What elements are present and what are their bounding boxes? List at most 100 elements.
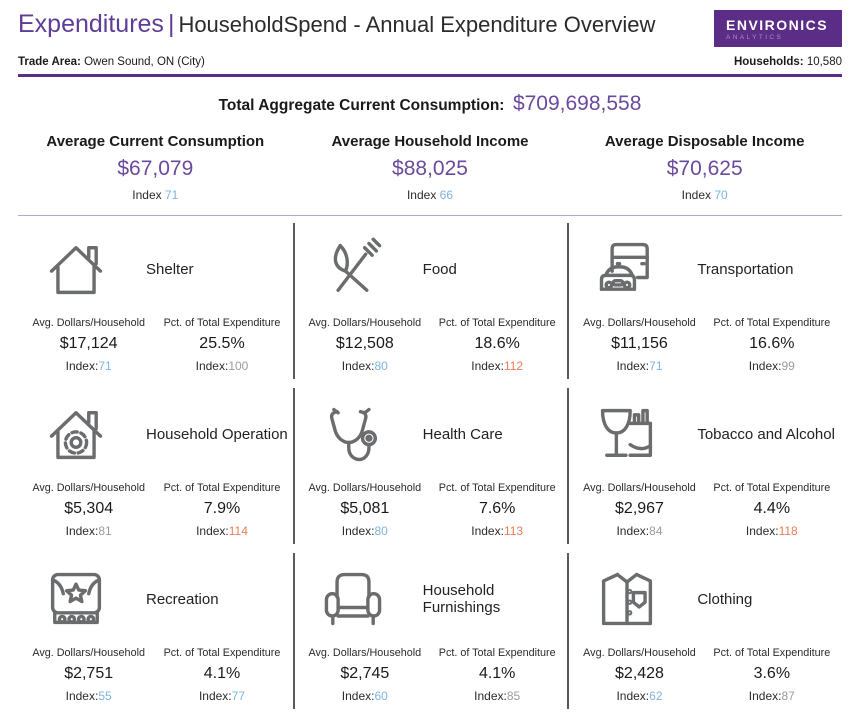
pct-expenditure-value: 4.1% xyxy=(203,665,241,682)
avg-dollars-value: $5,304 xyxy=(64,500,114,517)
category-header: Household Operation xyxy=(22,394,289,474)
pct-expenditure-index: Index:77 xyxy=(198,689,246,703)
avg-dollars-value: $12,508 xyxy=(335,335,394,352)
aggregate-consumption-value: $709,698,558 xyxy=(512,92,642,115)
pct-expenditure-index-value: 114 xyxy=(228,524,248,538)
category-header: Food xyxy=(299,229,564,309)
summary-stat-label: Average Disposable Income xyxy=(604,133,805,150)
pct-expenditure-block: Pct. of Total Expenditure 4.1% Index:77 xyxy=(155,647,288,703)
summary-stat-index-value: 71 xyxy=(165,188,179,202)
pct-expenditure-value: 25.5% xyxy=(199,335,245,352)
stats-divider xyxy=(18,215,842,216)
pct-expenditure-index-value: 118 xyxy=(778,524,798,538)
avg-dollars-index-value: 71 xyxy=(98,359,112,373)
avg-dollars-label: Avg. Dollars/Household xyxy=(583,647,696,659)
pct-expenditure-label: Pct. of Total Expenditure xyxy=(713,482,831,494)
pct-expenditure-index-value: 100 xyxy=(228,359,249,373)
households-value: 10,580 xyxy=(806,56,842,68)
category-stats: Avg. Dollars/Household $12,508 Index:80 … xyxy=(299,317,564,373)
avg-dollars-block: Avg. Dollars/Household $12,508 Index:80 xyxy=(299,317,431,373)
category-cell: Transportation Avg. Dollars/Household $1… xyxy=(567,223,842,379)
avg-dollars-value: $5,081 xyxy=(340,500,390,517)
avg-dollars-index-value: 55 xyxy=(98,689,112,703)
avg-dollars-index: Index:80 xyxy=(341,524,388,538)
cutlery-icon xyxy=(319,235,387,303)
summary-stat-index: Index 70 xyxy=(681,188,728,202)
aggregate-consumption-label: Total Aggregate Current Consumption: xyxy=(218,97,505,114)
households-label: Households: xyxy=(733,56,804,68)
avg-dollars-index-value: 60 xyxy=(374,689,388,703)
page-title: Expenditures | HouseholdSpend - Annual Exp… xyxy=(18,10,655,39)
avg-dollars-label: Avg. Dollars/Household xyxy=(308,647,422,659)
category-stats: Avg. Dollars/Household $2,751 Index:55 P… xyxy=(22,647,289,703)
avg-dollars-index: Index:71 xyxy=(65,359,112,373)
page-title-report-name: HouseholdSpend - Annual Expenditure Over… xyxy=(178,12,656,37)
category-header: Health Care xyxy=(299,394,564,474)
trade-area: Trade Area: Owen Sound, ON (City) xyxy=(18,56,205,68)
header: Expenditures | HouseholdSpend - Annual Exp… xyxy=(18,0,842,47)
category-name: Clothing xyxy=(697,590,753,608)
avg-dollars-index: Index:84 xyxy=(616,524,663,538)
avg-dollars-label: Avg. Dollars/Household xyxy=(32,482,145,494)
summary-stat-index-value: 66 xyxy=(439,188,454,202)
category-name: Food xyxy=(422,260,457,278)
pct-expenditure-index: Index:85 xyxy=(474,689,521,703)
category-stats: Avg. Dollars/Household $11,156 Index:71 … xyxy=(573,317,838,373)
summary-stat-value: $67,079 xyxy=(117,157,194,180)
category-cell: Food Avg. Dollars/Household $12,508 Inde… xyxy=(292,223,568,379)
avg-dollars-index: Index:60 xyxy=(341,689,388,703)
pct-expenditure-value: 7.9% xyxy=(203,500,241,517)
avg-dollars-index: Index:62 xyxy=(616,689,663,703)
avg-dollars-index-value: 80 xyxy=(374,524,388,538)
category-name: Household Operation xyxy=(146,425,288,443)
avg-dollars-label: Avg. Dollars/Household xyxy=(583,317,696,329)
stethoscope-icon xyxy=(319,400,387,468)
pct-expenditure-label: Pct. of Total Expenditure xyxy=(713,317,831,329)
category-stats: Avg. Dollars/Household $2,745 Index:60 P… xyxy=(299,647,564,703)
avg-dollars-index: Index:80 xyxy=(341,359,388,373)
category-name: Tobacco and Alcohol xyxy=(697,425,835,443)
title-separator: | xyxy=(167,10,175,38)
pct-expenditure-label: Pct. of Total Expenditure xyxy=(438,482,556,494)
category-header: Shelter xyxy=(22,229,289,309)
pct-expenditure-label: Pct. of Total Expenditure xyxy=(713,647,831,659)
theater-stage-icon xyxy=(42,565,110,633)
summary-stat-index: Index 71 xyxy=(132,188,179,202)
avg-dollars-value: $2,967 xyxy=(615,500,664,517)
category-grid: Shelter Avg. Dollars/Household $17,124 I… xyxy=(18,223,842,709)
environics-logo-wordmark: ENVIRONICS xyxy=(726,17,829,33)
pct-expenditure-label: Pct. of Total Expenditure xyxy=(438,317,556,329)
stats-row: Average Current Consumption $67,079 Inde… xyxy=(18,133,842,202)
pct-expenditure-block: Pct. of Total Expenditure 7.9% Index:114 xyxy=(155,482,288,538)
pct-expenditure-label: Pct. of Total Expenditure xyxy=(163,647,281,659)
avg-dollars-index: Index:71 xyxy=(616,359,663,373)
avg-dollars-label: Avg. Dollars/Household xyxy=(583,482,696,494)
summary-stat-value: $70,625 xyxy=(666,157,743,180)
category-header: Clothing xyxy=(573,559,838,639)
summary-stat: Average Disposable Income $70,625 Index … xyxy=(567,133,842,202)
avg-dollars-index-value: 71 xyxy=(649,359,663,373)
category-stats: Avg. Dollars/Household $17,124 Index:71 … xyxy=(22,317,289,373)
category-header: Tobacco and Alcohol xyxy=(573,394,838,474)
meta-row: Trade Area: Owen Sound, ON (City) Househ… xyxy=(18,56,842,68)
environics-logo-subtitle: ANALYTICS xyxy=(726,34,784,41)
avg-dollars-label: Avg. Dollars/Household xyxy=(308,482,422,494)
avg-dollars-index-value: 80 xyxy=(374,359,388,373)
category-name: Recreation xyxy=(146,590,219,608)
category-stats: Avg. Dollars/Household $5,304 Index:81 P… xyxy=(22,482,289,538)
house-gear-icon xyxy=(42,400,110,468)
avg-dollars-value: $17,124 xyxy=(59,335,118,352)
avg-dollars-index: Index:81 xyxy=(65,524,112,538)
households: Households: 10,580 xyxy=(734,56,842,68)
pct-expenditure-index: Index:87 xyxy=(748,689,795,703)
pct-expenditure-block: Pct. of Total Expenditure 16.6% Index:99 xyxy=(706,317,838,373)
pct-expenditure-index-value: 85 xyxy=(506,689,521,703)
pct-expenditure-value: 4.1% xyxy=(478,665,516,682)
avg-dollars-value: $2,428 xyxy=(615,665,664,682)
avg-dollars-value: $2,751 xyxy=(64,665,114,682)
pct-expenditure-index: Index:99 xyxy=(748,359,795,373)
avg-dollars-block: Avg. Dollars/Household $2,745 Index:60 xyxy=(299,647,431,703)
category-cell: Household Furnishings Avg. Dollars/House… xyxy=(292,553,568,709)
category-cell: Health Care Avg. Dollars/Household $5,08… xyxy=(292,388,568,544)
